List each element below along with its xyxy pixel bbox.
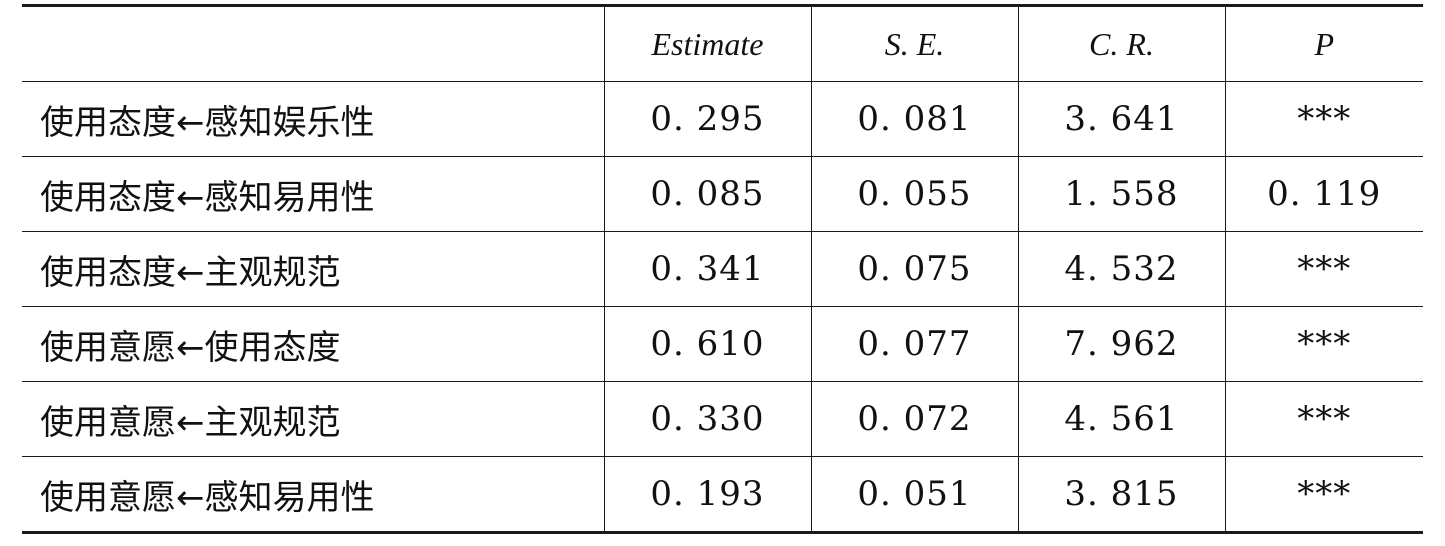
- table-row: 使用意愿←感知易用性 0. 193 0. 051 3. 815 ***: [22, 456, 1423, 533]
- cr-cell: 4. 561: [1017, 381, 1225, 457]
- path-cell: 使用意愿←感知易用性: [22, 456, 604, 533]
- se-cell: 0. 081: [810, 81, 1018, 157]
- header-estimate: Estimate: [603, 5, 811, 82]
- path-cell: 使用意愿←使用态度: [22, 306, 604, 382]
- p-cell: ***: [1224, 231, 1423, 307]
- p-cell: ***: [1224, 81, 1423, 157]
- p-cell: 0. 119: [1224, 156, 1423, 232]
- cr-cell: 3. 641: [1017, 81, 1225, 157]
- se-cell: 0. 072: [810, 381, 1018, 457]
- p-cell: ***: [1224, 306, 1423, 382]
- se-cell: 0. 075: [810, 231, 1018, 307]
- path-cell: 使用意愿←主观规范: [22, 381, 604, 457]
- cr-cell: 7. 962: [1017, 306, 1225, 382]
- estimate-cell: 0. 330: [603, 381, 811, 457]
- header-standard-error: S. E.: [810, 5, 1018, 82]
- table-row: 使用态度←主观规范 0. 341 0. 075 4. 532 ***: [22, 231, 1423, 307]
- se-cell: 0. 055: [810, 156, 1018, 232]
- header-path: [22, 6, 604, 82]
- table-row: 使用态度←感知娱乐性 0. 295 0. 081 3. 641 ***: [22, 81, 1423, 157]
- path-cell: 使用态度←感知娱乐性: [22, 81, 604, 157]
- estimate-cell: 0. 085: [603, 156, 811, 232]
- se-cell: 0. 077: [810, 306, 1018, 382]
- p-cell: ***: [1224, 381, 1423, 457]
- table-row: 使用意愿←主观规范 0. 330 0. 072 4. 561 ***: [22, 381, 1423, 457]
- estimate-cell: 0. 193: [603, 456, 811, 533]
- path-cell: 使用态度←感知易用性: [22, 156, 604, 232]
- path-coefficients-table: Estimate S. E. C. R. P 使用态度←感知娱乐性 0. 295…: [22, 4, 1423, 534]
- table-row: 使用态度←感知易用性 0. 085 0. 055 1. 558 0. 119: [22, 156, 1423, 232]
- estimate-cell: 0. 341: [603, 231, 811, 307]
- p-cell: ***: [1224, 456, 1423, 533]
- se-cell: 0. 051: [810, 456, 1018, 533]
- header-critical-ratio: C. R.: [1017, 5, 1225, 82]
- path-cell: 使用态度←主观规范: [22, 231, 604, 307]
- estimate-cell: 0. 610: [603, 306, 811, 382]
- cr-cell: 3. 815: [1017, 456, 1225, 533]
- header-row: Estimate S. E. C. R. P: [22, 5, 1423, 82]
- cr-cell: 4. 532: [1017, 231, 1225, 307]
- header-p-value: P: [1224, 5, 1423, 82]
- table-row: 使用意愿←使用态度 0. 610 0. 077 7. 962 ***: [22, 306, 1423, 382]
- cr-cell: 1. 558: [1017, 156, 1225, 232]
- estimate-cell: 0. 295: [603, 81, 811, 157]
